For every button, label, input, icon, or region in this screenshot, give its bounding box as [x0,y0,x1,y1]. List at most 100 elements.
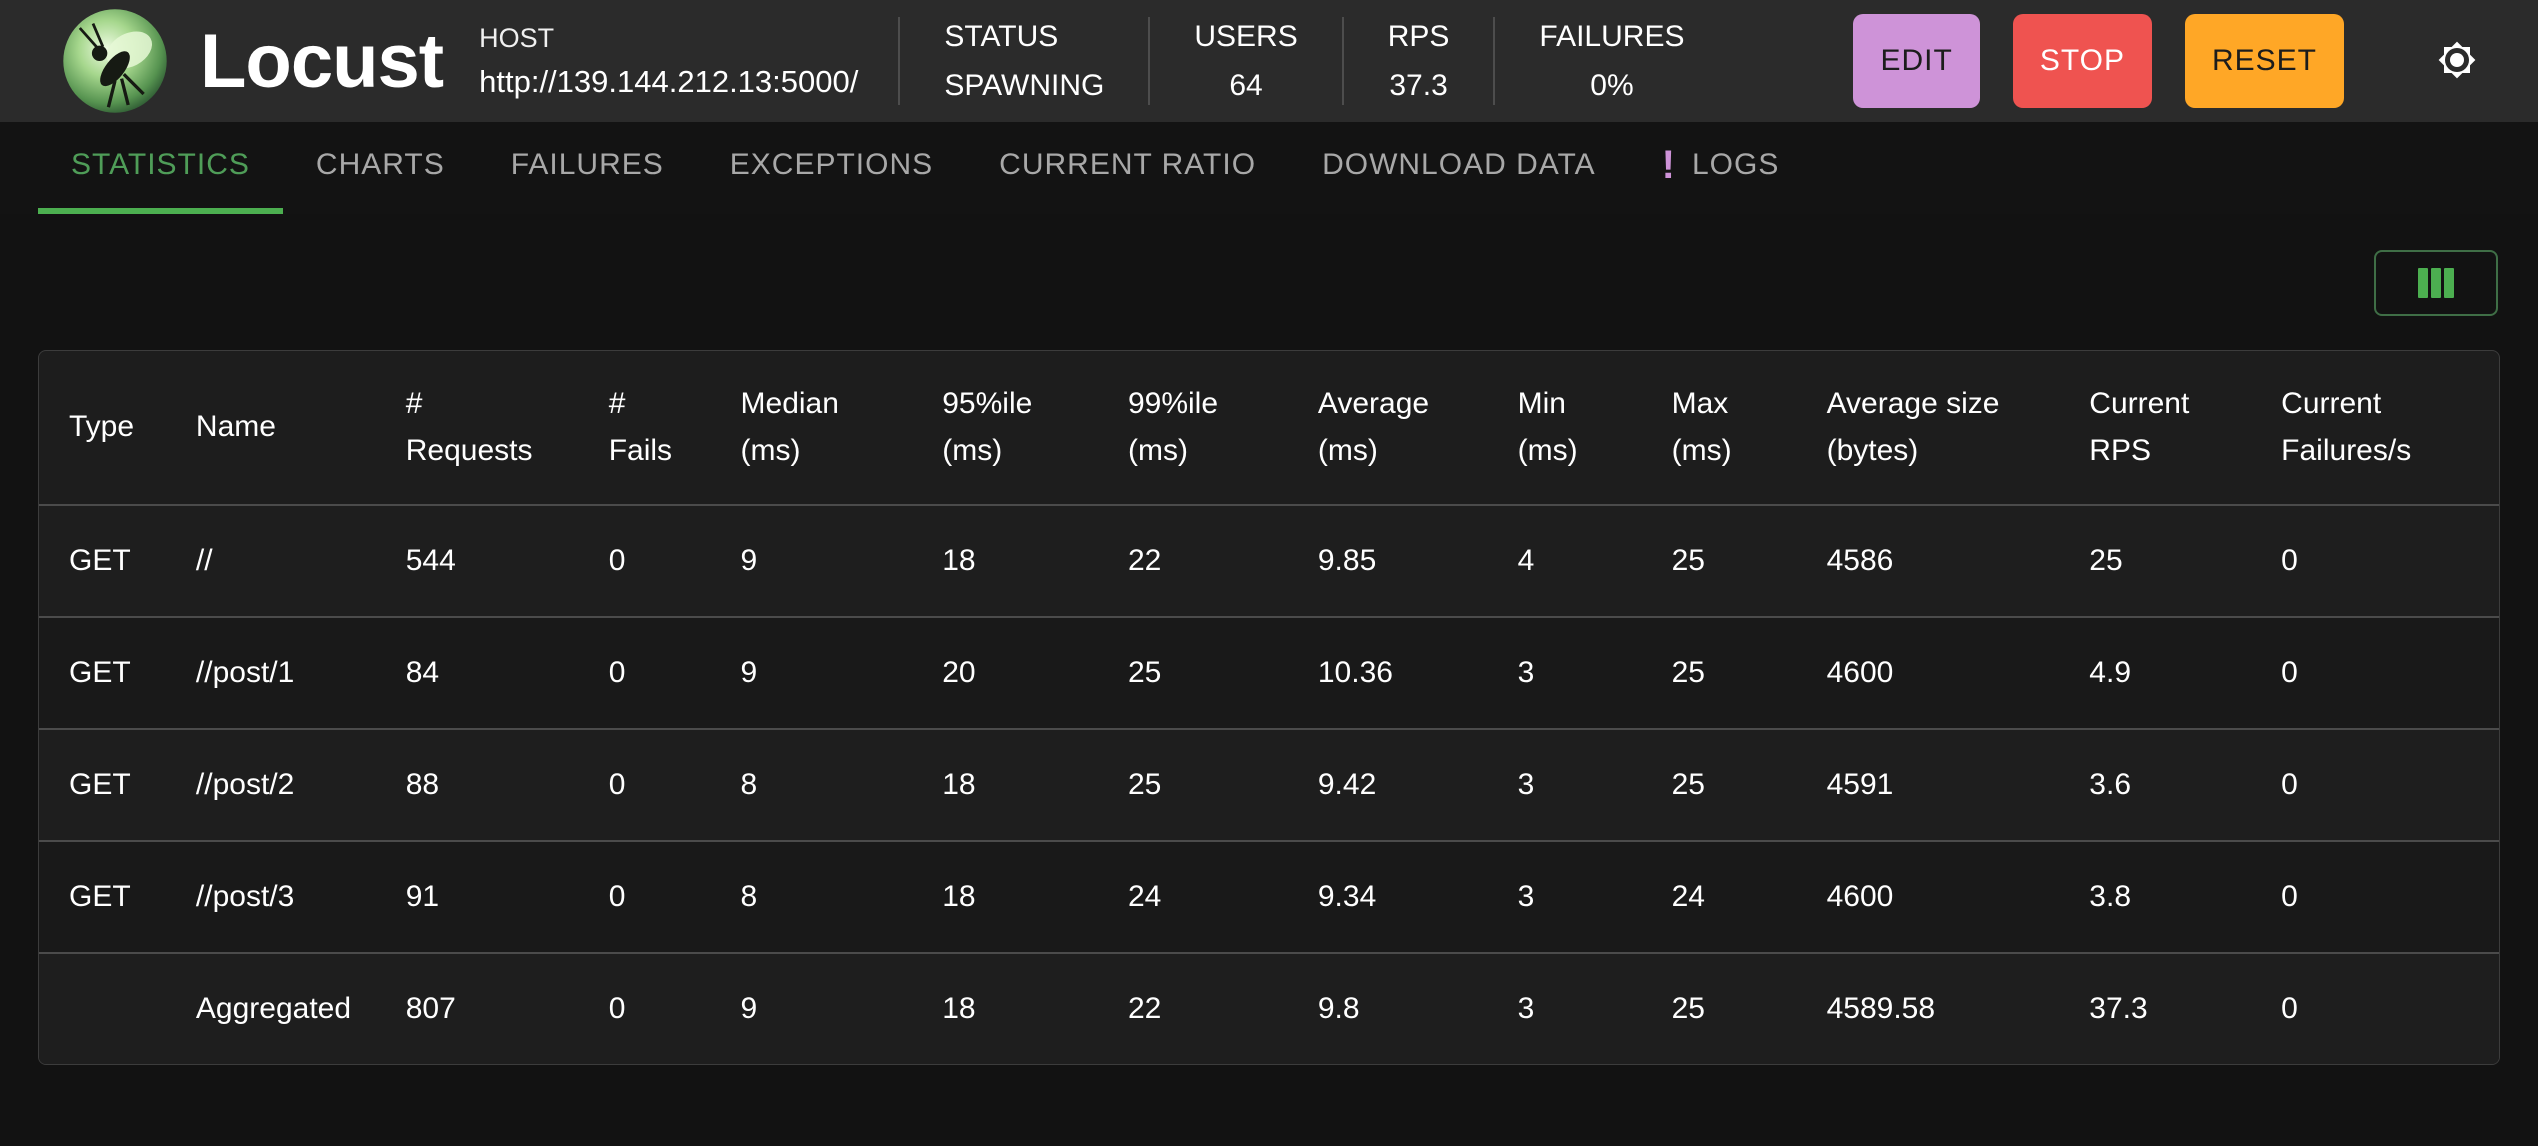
stat-rps-value: 37.3 [1389,69,1448,102]
stat-failures: FAILURES 0% [1495,20,1728,102]
host-info: HOST http://139.144.212.13:5000/ [479,23,858,100]
cell-p99: 22 [1127,992,1162,1025]
col-header-max[interactable]: Max (ms) [1671,387,1732,467]
settings-gear-icon[interactable] [2432,36,2482,86]
tab-statistics[interactable]: STATISTICS [38,122,283,214]
stat-rps-label: RPS [1387,20,1450,53]
col-header-median[interactable]: Median (ms) [740,387,839,467]
cell-requests: 88 [405,768,440,801]
col-header-type[interactable]: Type [69,410,135,444]
cell-min: 3 [1517,768,1535,801]
cell-requests: 807 [405,992,456,1025]
main-tabs: STATISTICS CHARTS FAILURES EXCEPTIONS CU… [0,122,2538,214]
cell-fails: 0 [608,544,626,577]
tab-failures[interactable]: FAILURES [510,148,664,181]
cell-current-failures: 0 [2281,656,2298,689]
cell-average: 10.36 [1317,656,1393,689]
col-header-requests[interactable]: # Requests [405,387,533,467]
col-header-p99[interactable]: 99%ile (ms) [1127,387,1219,467]
statistics-table-panel: Type Name # Requests # Fails Median (ms) 95… [38,350,2500,1065]
cell-p99: 25 [1127,768,1162,801]
edit-button[interactable]: EDIT [1853,14,1980,108]
cell-median: 9 [740,544,758,577]
col-header-min[interactable]: Min (ms) [1517,387,1578,467]
reset-button[interactable]: RESET [2184,14,2344,108]
app-header: Locust HOST http://139.144.212.13:5000/ … [0,0,2538,122]
host-url: http://139.144.212.13:5000/ [479,63,859,99]
cell-median: 9 [740,656,758,689]
cell-current-failures: 0 [2281,880,2298,913]
table-header-row: Type Name # Requests # Fails Median (ms) 95… [39,351,2499,505]
cell-type: GET [69,656,131,689]
cell-current-rps: 3.6 [2089,768,2132,801]
cell-min: 4 [1517,544,1535,577]
col-header-fails[interactable]: # Fails [608,387,673,467]
stat-users-value: 64 [1229,69,1263,102]
cell-max: 24 [1671,880,1705,913]
cell-p95: 18 [942,880,976,913]
cell-type: GET [69,544,131,577]
cell-p95: 18 [942,768,976,801]
cell-fails: 0 [608,880,626,913]
cell-current-failures: 0 [2281,992,2298,1025]
cell-min: 3 [1517,656,1535,689]
col-header-current-failures[interactable]: Current Failures/s [2281,387,2412,467]
col-header-name[interactable]: Name [195,410,276,444]
cell-current-rps: 3.8 [2089,880,2132,913]
cell-max: 25 [1671,992,1705,1025]
cell-current-rps: 25 [2089,544,2123,577]
page-title: Locust [200,18,444,104]
stat-users: USERS 64 [1150,20,1341,102]
stat-users-label: USERS [1194,20,1298,53]
stat-failures-value: 0% [1590,69,1634,102]
tab-exceptions[interactable]: EXCEPTIONS [729,148,934,181]
host-label: HOST [479,22,555,53]
cell-name: // [195,544,213,577]
cell-type: GET [69,768,131,801]
aggregated-row: Aggregated 807 0 9 18 22 9.8 3 25 4589.5… [39,953,2499,1064]
cell-average: 9.42 [1317,768,1377,801]
cell-min: 3 [1517,880,1535,913]
cell-requests: 91 [405,880,440,913]
cell-average: 9.8 [1317,992,1360,1025]
table-row: GET //post/3 91 0 8 18 24 9.34 3 24 4600… [39,841,2499,953]
column-selector-button[interactable] [2374,250,2498,316]
col-header-average[interactable]: Average (ms) [1317,387,1430,467]
header-divider [898,17,901,105]
cell-type: GET [69,880,131,913]
cell-name: //post/1 [195,656,295,689]
cell-average: 9.34 [1317,880,1377,913]
cell-median: 8 [740,768,758,801]
table-row: GET // 544 0 9 18 22 9.85 4 25 4586 25 0 [39,505,2499,617]
cell-current-failures: 0 [2281,544,2298,577]
cell-average: 9.85 [1317,544,1377,577]
tab-current-ratio[interactable]: CURRENT RATIO [999,148,1257,181]
col-header-p95[interactable]: 95%ile (ms) [942,387,1033,467]
cell-min: 3 [1517,992,1535,1025]
header-stats: STATUS SPAWNING USERS 64 RPS 37.3 FAILUR… [898,17,1728,105]
locust-logo-icon [60,6,170,116]
stop-button[interactable]: STOP [2012,14,2152,108]
stat-rps: RPS 37.3 [1344,20,1494,102]
cell-current-failures: 0 [2281,768,2298,801]
header-divider [1493,17,1496,105]
cell-max: 25 [1671,544,1705,577]
cell-p95: 18 [942,992,976,1025]
table-toolbar [0,214,2538,350]
tab-logs[interactable]: ! LOGS [1629,122,1813,214]
table-row: GET //post/2 88 0 8 18 25 9.42 3 25 4591… [39,729,2499,841]
cell-avg-size: 4589.58 [1826,992,1936,1025]
columns-icon [2418,268,2454,298]
cell-avg-size: 4586 [1826,544,1894,577]
stat-status-label: STATUS [944,20,1059,53]
col-header-current-rps[interactable]: Current RPS [2089,387,2190,467]
cell-max: 25 [1671,656,1705,689]
col-header-avg-size[interactable]: Average size (bytes) [1826,387,2000,467]
tab-charts[interactable]: CHARTS [315,148,445,181]
cell-requests: 84 [405,656,440,689]
header-divider [1341,17,1344,105]
cell-median: 8 [740,880,758,913]
tab-logs-label: LOGS [1691,148,1780,181]
tab-download-data[interactable]: DOWNLOAD DATA [1322,148,1596,181]
cell-current-rps: 37.3 [2089,992,2148,1025]
